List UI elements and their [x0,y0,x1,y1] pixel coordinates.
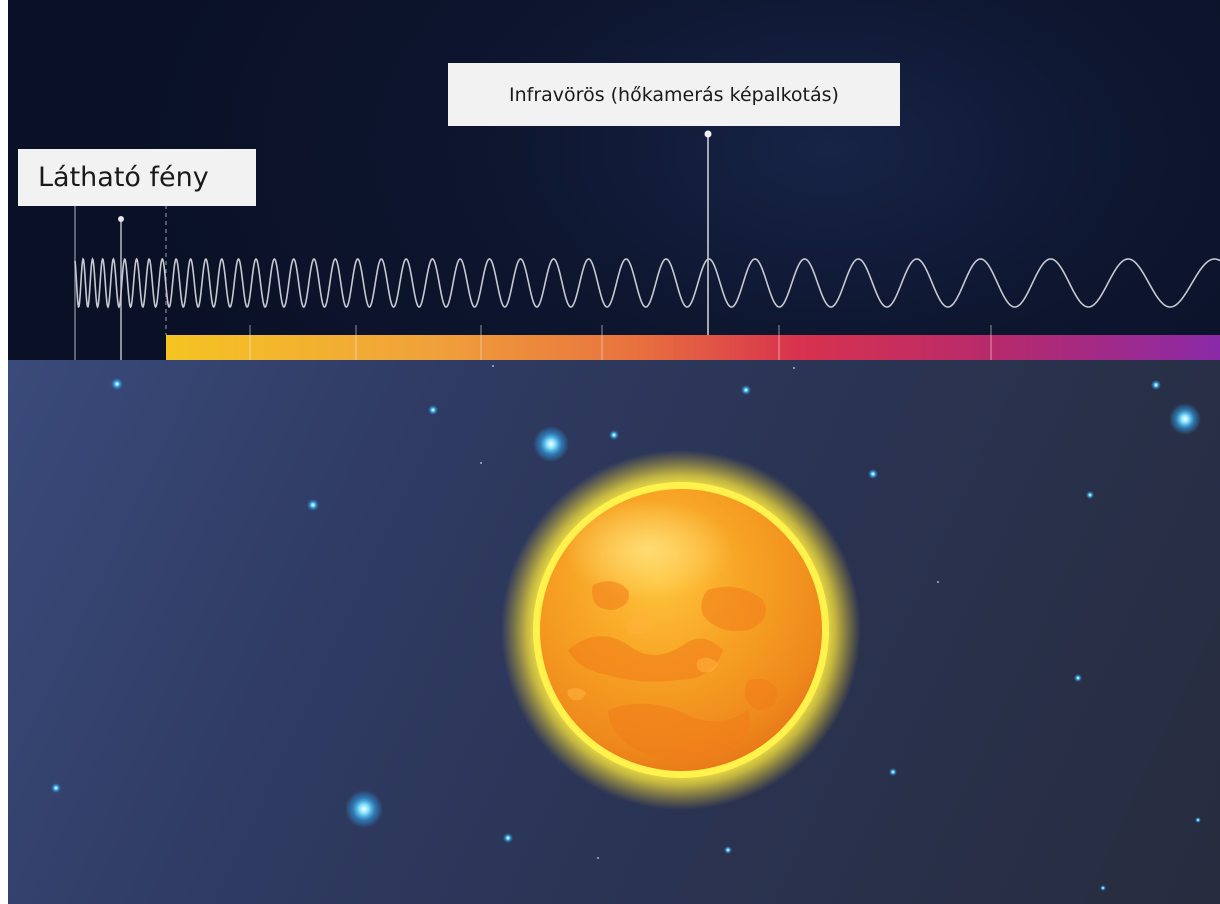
star-icon [51,783,61,793]
star-icon [741,385,751,395]
visible-light-label: Látható fény [18,149,256,206]
star-icon [533,426,569,462]
visible-pin-head [118,216,124,222]
star-icon [503,833,513,843]
sun-surface-texture [568,581,778,761]
infrared-pin-head [704,130,712,138]
infrared-label: Infravörös (hőkamerás képalkotás) [448,63,900,126]
star-icon [1195,817,1201,823]
star-icon [868,469,878,479]
star-dot [480,462,482,464]
spectrum-panel: Infravörös (hőkamerás képalkotás) Láthat… [8,0,1220,360]
star-icon [307,499,319,511]
star-icon [111,378,123,390]
star-icon [1151,380,1161,390]
star-dot [492,365,494,367]
sun [501,450,861,810]
star-icon [609,430,619,440]
star-dot [937,581,939,583]
star-icon [1086,491,1094,499]
sun-highlight [563,500,733,600]
sun-panel [8,360,1220,904]
star-dot [597,857,599,859]
star-icon [428,405,438,415]
spectrum-bar [166,335,1220,360]
star-icon [1100,885,1106,891]
stars [51,365,1201,891]
star-icon [889,768,897,776]
sun-illustration [51,365,1201,891]
star-icon [1074,674,1082,682]
spectrum-diagram [74,130,1220,360]
wavelength-wave [74,257,1220,309]
star-dot [793,367,795,369]
star-icon [345,790,383,828]
sun-surface-spots [567,616,718,701]
star-icon [724,846,732,854]
star-icon [1169,403,1201,435]
